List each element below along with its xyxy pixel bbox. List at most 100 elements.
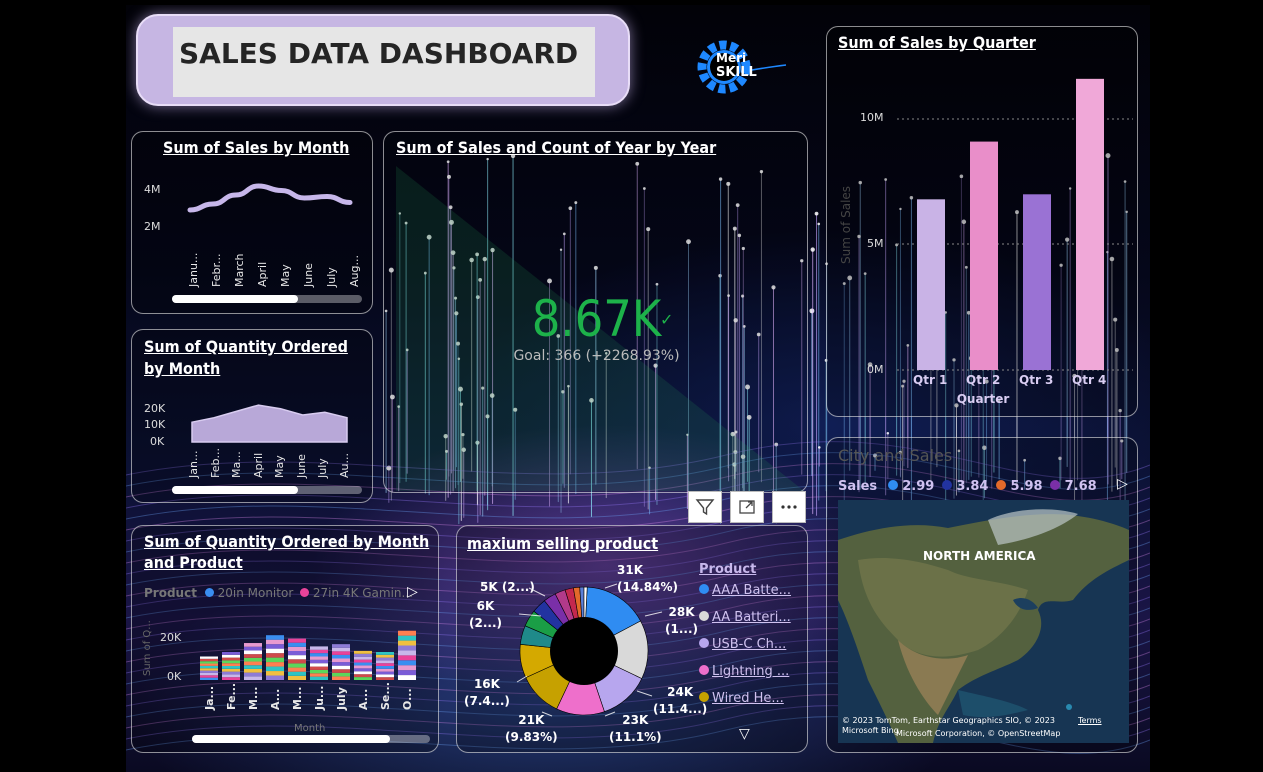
- stack-segment[interactable]: [398, 675, 416, 680]
- stack-segment[interactable]: [332, 651, 350, 655]
- stack-segment[interactable]: [222, 666, 240, 669]
- stack-segment[interactable]: [398, 660, 416, 666]
- stack-segment[interactable]: [376, 668, 394, 672]
- stack-segment[interactable]: [310, 663, 328, 667]
- stack-segment[interactable]: [266, 657, 284, 663]
- stack-segment[interactable]: [266, 671, 284, 676]
- stack-segment[interactable]: [266, 662, 284, 667]
- quarter-bar[interactable]: [1023, 194, 1051, 370]
- stack-segment[interactable]: [222, 677, 240, 680]
- stack-segment[interactable]: [200, 665, 218, 669]
- stack-segment[interactable]: [398, 670, 416, 676]
- stack-segment[interactable]: [288, 655, 306, 660]
- stack-segment[interactable]: [310, 673, 328, 677]
- stack-segment[interactable]: [266, 653, 284, 658]
- stack-segment[interactable]: [376, 677, 394, 680]
- stack-segment[interactable]: [222, 671, 240, 675]
- stack-segment[interactable]: [266, 635, 284, 640]
- stack-segment[interactable]: [332, 665, 350, 670]
- stack-segment[interactable]: [310, 669, 328, 674]
- stack-segment[interactable]: [244, 654, 262, 658]
- stack-segment[interactable]: [332, 662, 350, 666]
- stack-segment[interactable]: [222, 657, 240, 661]
- stack-segment[interactable]: [310, 653, 328, 657]
- stack-segment[interactable]: [398, 640, 416, 646]
- stack-segment[interactable]: [222, 660, 240, 664]
- sales-by-month-scrollbar[interactable]: [172, 295, 362, 303]
- quarter-bar[interactable]: [1076, 78, 1104, 370]
- stack-segment[interactable]: [288, 659, 306, 664]
- stack-segment[interactable]: [376, 660, 394, 664]
- map-area[interactable]: NORTH AMERICA © 2023 TomTom, Earthstar G…: [838, 500, 1129, 743]
- stack-segment[interactable]: [332, 669, 350, 673]
- stack-segment[interactable]: [200, 672, 218, 676]
- stack-segment[interactable]: [244, 672, 262, 677]
- legend-item-monitor[interactable]: 20in Monitor: [217, 586, 294, 600]
- stack-segment[interactable]: [354, 656, 372, 660]
- quarter-bar[interactable]: [917, 199, 945, 370]
- legend-item-gaming[interactable]: 27in 4K Gamin...: [312, 586, 413, 600]
- quantity-by-month-product-card[interactable]: Sum of Quantity Ordered by Month and Pro…: [131, 525, 439, 753]
- stack-segment[interactable]: [332, 647, 350, 652]
- focus-mode-button[interactable]: [730, 491, 764, 523]
- scroll-thumb[interactable]: [172, 486, 298, 494]
- stack-segment[interactable]: [310, 646, 328, 650]
- stack-segment[interactable]: [398, 635, 416, 641]
- map-terms-link[interactable]: Terms: [1078, 716, 1102, 725]
- stack-segment[interactable]: [244, 646, 262, 651]
- scroll-thumb[interactable]: [192, 735, 390, 743]
- stack-segment[interactable]: [376, 663, 394, 666]
- stack-segment[interactable]: [332, 658, 350, 663]
- stack-segment[interactable]: [200, 658, 218, 662]
- city-sales-map-card[interactable]: City and Sales Sales 2.99 3.84 5.98 7.68…: [826, 437, 1138, 753]
- stack-segment[interactable]: [376, 652, 394, 655]
- stack-segment[interactable]: [398, 655, 416, 661]
- stack-segment[interactable]: [266, 675, 284, 680]
- quantity-by-month-scrollbar[interactable]: [172, 486, 362, 494]
- stack-segment[interactable]: [310, 676, 328, 680]
- stack-segment[interactable]: [200, 670, 218, 673]
- filter-button[interactable]: [688, 491, 722, 523]
- stack-segment[interactable]: [354, 665, 372, 669]
- stack-segment[interactable]: [354, 659, 372, 663]
- stack-segment[interactable]: [244, 643, 262, 647]
- stack-segment[interactable]: [354, 650, 372, 654]
- stack-segment[interactable]: [244, 668, 262, 673]
- stack-segment[interactable]: [310, 659, 328, 664]
- stack-segment[interactable]: [376, 666, 394, 669]
- stack-segment[interactable]: [200, 675, 218, 678]
- stack-segment[interactable]: [354, 653, 372, 657]
- stack-segment[interactable]: [332, 672, 350, 677]
- donut-legend-item[interactable]: AA Batteri...: [699, 610, 807, 637]
- donut-legend-item[interactable]: Wired He...: [699, 691, 807, 718]
- stack-segment[interactable]: [354, 677, 372, 680]
- more-options-button[interactable]: [772, 491, 806, 523]
- stack-segment[interactable]: [200, 656, 218, 659]
- stack-segment[interactable]: [244, 657, 262, 662]
- stack-segment[interactable]: [376, 674, 394, 678]
- stack-segment[interactable]: [310, 666, 328, 670]
- stack-segment[interactable]: [288, 675, 306, 680]
- legend-more-icon[interactable]: ▽: [739, 726, 750, 742]
- stack-segment[interactable]: [200, 663, 218, 666]
- stack-segment[interactable]: [332, 654, 350, 659]
- stack-segment[interactable]: [354, 671, 372, 675]
- stack-segment[interactable]: [288, 646, 306, 651]
- stack-segment[interactable]: [376, 654, 394, 658]
- stack-segment[interactable]: [288, 650, 306, 656]
- stack-segment[interactable]: [398, 645, 416, 651]
- sales-by-month-card[interactable]: Sum of Sales by Month 4M 2M Janu... Febr.…: [131, 131, 373, 314]
- quarter-bar[interactable]: [970, 141, 998, 370]
- stack-segment[interactable]: [222, 652, 240, 655]
- stack-segment[interactable]: [354, 674, 372, 678]
- kpi-card[interactable]: Sum of Sales and Count of Year by Year 8…: [383, 131, 808, 493]
- stack-segment[interactable]: [310, 649, 328, 654]
- stack-segment[interactable]: [332, 676, 350, 680]
- stack-segment[interactable]: [244, 650, 262, 655]
- stack-segment[interactable]: [244, 661, 262, 666]
- stack-segment[interactable]: [398, 665, 416, 671]
- stack-segment[interactable]: [354, 668, 372, 672]
- sales-by-quarter-card[interactable]: Sum of Sales by Quarter 10M 5M 0M Sum of…: [826, 26, 1138, 417]
- donut-legend-item[interactable]: AAA Batte...: [699, 583, 807, 610]
- stack-segment[interactable]: [332, 644, 350, 648]
